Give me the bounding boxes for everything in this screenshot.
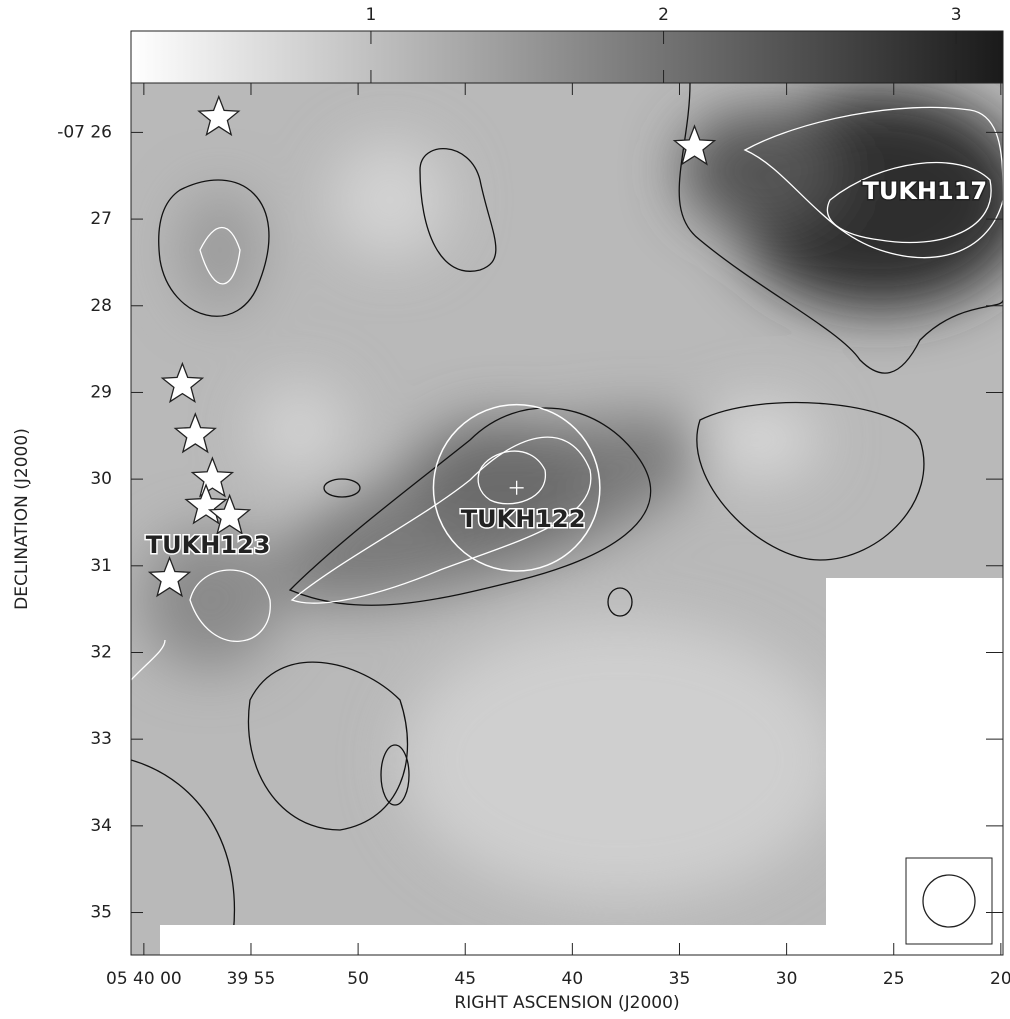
colorbar-tick-label: 2 (658, 5, 669, 25)
star (173, 412, 217, 454)
x-tick-label: 25 (883, 969, 905, 989)
x-tick-label: 40 (562, 969, 584, 989)
source-label: TUKH122 (461, 505, 586, 533)
x-axis-label: RIGHT ASCENSION (J2000) (454, 993, 679, 1013)
x-tick-label: 05 40 00 (106, 969, 182, 989)
y-tick-label: 35 (90, 903, 112, 923)
star (197, 94, 241, 137)
map-image (131, 83, 1003, 955)
source-label: TUKH123 (146, 531, 271, 559)
y-tick-label: 33 (90, 729, 112, 749)
star (190, 456, 235, 498)
y-tick-label: -07 26 (57, 122, 112, 142)
colorbar-tick-label: 3 (951, 5, 962, 25)
x-tick-label: 30 (776, 969, 798, 989)
star (184, 483, 228, 525)
x-tick-label: 35 (669, 969, 691, 989)
beam-inset (905, 857, 993, 945)
y-tick-label: 30 (90, 469, 112, 489)
y-tick-label: 27 (90, 209, 112, 229)
star (147, 555, 192, 598)
y-tick-label: 32 (90, 642, 112, 662)
x-tick-label: 50 (347, 969, 369, 989)
star (160, 361, 205, 404)
x-tick-label: 20 (990, 969, 1010, 989)
star (672, 124, 717, 166)
y-tick-label: 31 (90, 556, 112, 576)
source-circle (432, 403, 601, 572)
source-label: TUKH117 (862, 177, 987, 205)
x-tick-label: 45 (454, 969, 476, 989)
center-cross (509, 480, 524, 495)
y-tick-label: 29 (90, 382, 112, 402)
colorbar (130, 30, 1004, 84)
y-tick-label: 28 (90, 296, 112, 316)
x-tick-label: 39 55 (227, 969, 276, 989)
colorbar-tick-label: 1 (366, 5, 377, 25)
y-axis-label: DECLINATION (J2000) (12, 428, 32, 610)
star (207, 493, 252, 535)
y-tick-label: 34 (90, 816, 112, 836)
